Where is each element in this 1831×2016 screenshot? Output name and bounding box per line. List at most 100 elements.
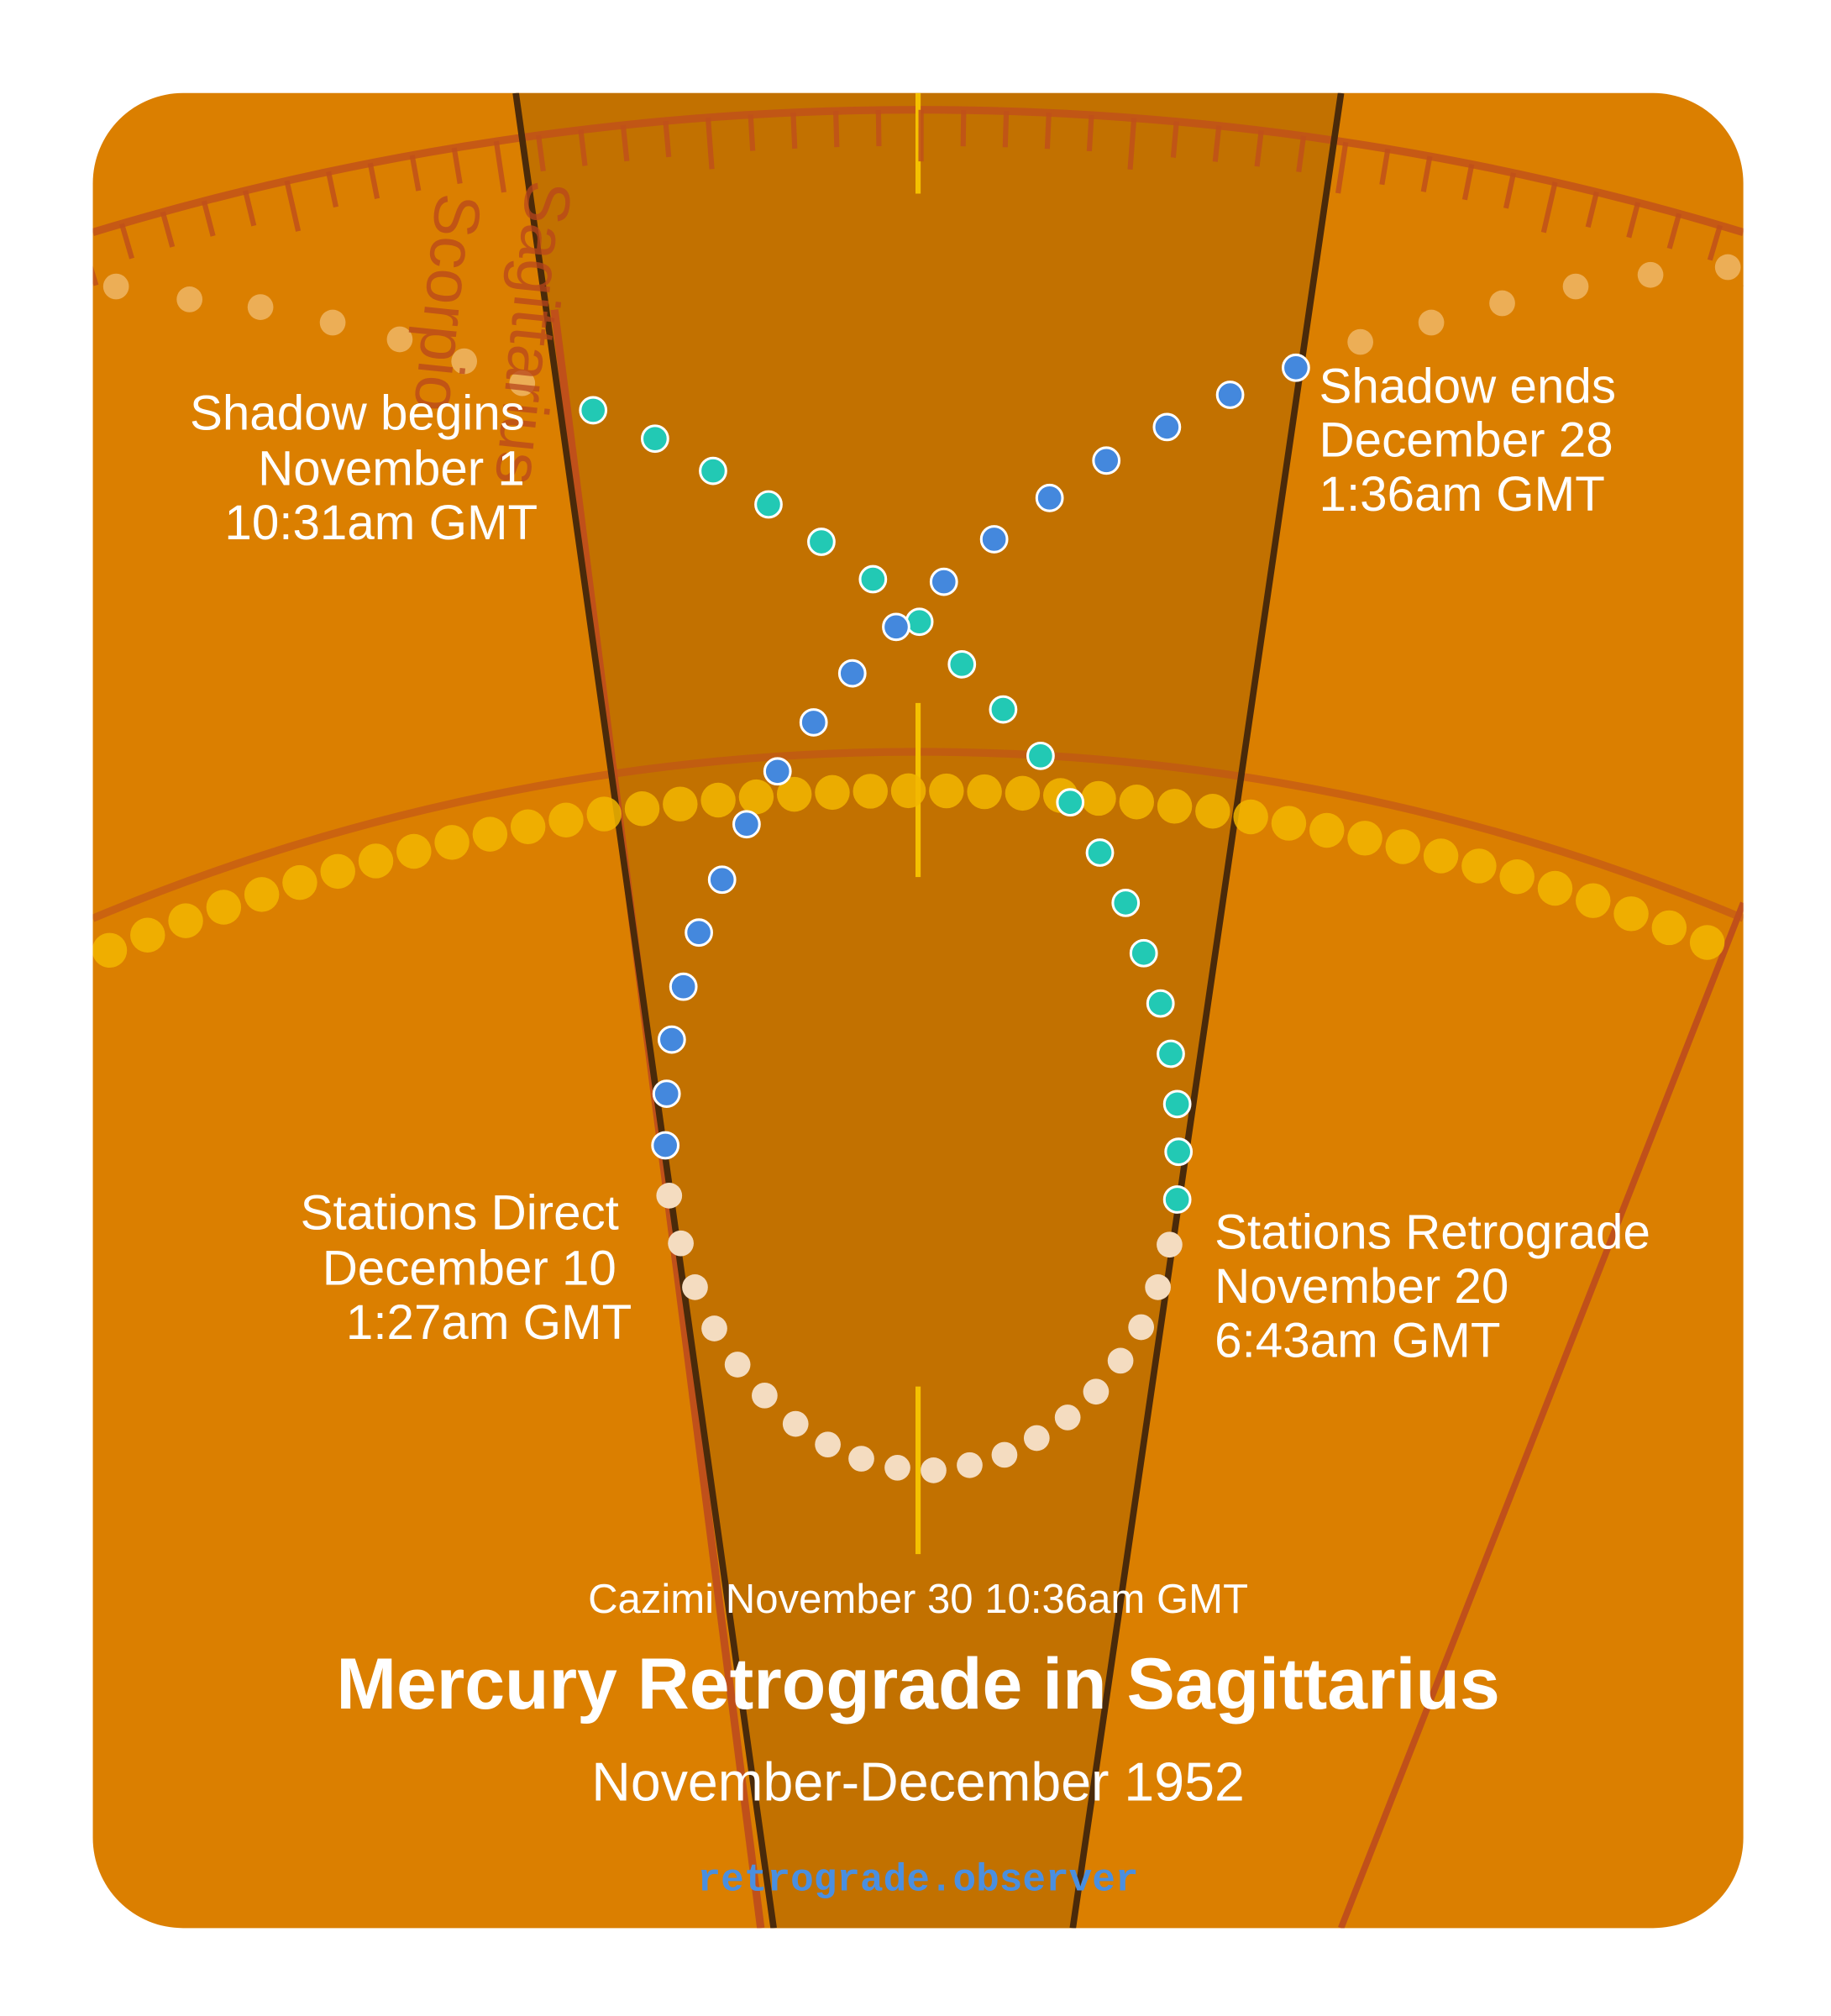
- mercury-position: [724, 1352, 751, 1378]
- horizon-dot: [1461, 848, 1497, 884]
- subtitle: November-December 1952: [591, 1752, 1245, 1813]
- annotation-line: 1:36am GMT: [1319, 467, 1605, 522]
- horizon-dot: [1195, 793, 1230, 829]
- ring-tick: [536, 134, 546, 172]
- ring-tick: [1420, 155, 1433, 192]
- ring-tick: [92, 235, 99, 286]
- annotation-line: Stations Direct: [301, 1185, 619, 1240]
- mercury-position: [1054, 1404, 1081, 1431]
- sun-path-dot: [386, 326, 413, 353]
- mercury-position: [682, 1274, 708, 1300]
- mercury-position: [1026, 741, 1055, 770]
- title: Mercury Retrograde in Sagittarius: [336, 1644, 1499, 1725]
- ring-tick: [620, 124, 630, 162]
- band-edge: [512, 92, 777, 1929]
- horizon-dot: [1651, 910, 1687, 946]
- sun-path-dot: [1347, 328, 1373, 355]
- horizon-dot: [1576, 883, 1611, 918]
- mercury-position: [641, 424, 669, 454]
- ring-tick: [578, 129, 588, 166]
- ring-tick: [663, 120, 672, 158]
- horizon-dot: [206, 890, 242, 925]
- sign-band: [516, 92, 1341, 1929]
- mercury-position: [929, 567, 958, 596]
- mercury-position: [1083, 1378, 1110, 1405]
- ring-tick: [1540, 181, 1558, 234]
- mercury-position: [668, 1230, 694, 1257]
- ring-tick: [284, 180, 302, 232]
- ring-tick: [705, 117, 715, 170]
- horizon-dot: [1271, 806, 1307, 841]
- horizon-dot: [1309, 812, 1345, 848]
- ring-tick: [1335, 141, 1349, 194]
- annotation-line: 1:27am GMT: [346, 1295, 632, 1350]
- ring-tick: [1707, 224, 1723, 261]
- horizon-dot: [396, 833, 432, 869]
- mercury-position: [1215, 381, 1245, 409]
- annotation-line: December 28: [1319, 413, 1613, 468]
- horizon-dot: [1005, 775, 1041, 811]
- horizon-dot: [700, 782, 736, 818]
- mercury-position: [579, 396, 608, 425]
- mercury-position: [1023, 1425, 1050, 1452]
- horizon-dot: [1689, 925, 1725, 960]
- mercury-position: [699, 456, 727, 486]
- mercury-position: [669, 972, 698, 1001]
- horizon-dot: [548, 802, 584, 837]
- ring-tick: [326, 171, 338, 208]
- ring-tick: [409, 155, 422, 192]
- ring-tick: [1585, 191, 1599, 228]
- ring-tick: [1127, 118, 1137, 170]
- sun-path-dot: [176, 286, 203, 312]
- ring-tick: [790, 112, 798, 150]
- annotation-line: 6:43am GMT: [1215, 1313, 1500, 1368]
- horizon-dot: [853, 774, 888, 809]
- mercury-position: [752, 1382, 778, 1409]
- mercury-position: [651, 1131, 680, 1160]
- mercury-position: [1128, 1314, 1155, 1341]
- horizon-dot: [1119, 784, 1155, 820]
- ring-tick: [367, 162, 380, 199]
- horizon-dot: [1499, 859, 1535, 895]
- ring-tick: [1002, 111, 1010, 148]
- mercury-position: [882, 612, 910, 642]
- ring-tick: [493, 140, 506, 193]
- sign-boundary: [1338, 901, 1744, 1929]
- mercury-position: [685, 918, 713, 948]
- ring-tick: [1666, 213, 1682, 249]
- horizon-dot: [1157, 789, 1193, 824]
- horizon-dot: [1537, 870, 1573, 906]
- ring-tick: [1626, 202, 1641, 239]
- ring-tick: [451, 147, 463, 185]
- mercury-position: [858, 564, 888, 594]
- mercury-position: [732, 810, 761, 839]
- ring-tick: [1743, 237, 1744, 288]
- mercury-position: [1162, 1089, 1192, 1119]
- cazimi-note: Cazimi November 30 10:36am GMT: [588, 1577, 1248, 1622]
- mercury-position: [1162, 1185, 1192, 1214]
- mercury-position: [799, 708, 828, 737]
- ring-tick: [1170, 121, 1179, 158]
- annotation-line: November 20: [1215, 1259, 1508, 1314]
- sun-path-dot: [1489, 290, 1515, 317]
- mercury-position: [782, 1410, 809, 1437]
- mercury-position: [1152, 412, 1182, 442]
- mercury-position: [979, 525, 1009, 554]
- horizon-dot: [1233, 799, 1268, 835]
- horizon-dot: [130, 917, 165, 953]
- horizon-dot: [1613, 896, 1649, 932]
- horizon-dot: [168, 903, 203, 938]
- mercury-position: [754, 490, 783, 519]
- mercury-position: [905, 607, 934, 637]
- ring-tick: [1379, 148, 1391, 186]
- mercury-position: [701, 1315, 727, 1341]
- horizon-dot: [1347, 821, 1382, 856]
- sun-path-dot: [102, 273, 129, 300]
- mercury-position: [947, 649, 977, 679]
- annotation-line: November 1: [258, 442, 525, 496]
- mercury-position: [991, 1441, 1018, 1468]
- ring-tick: [1503, 172, 1517, 209]
- mercury-position: [763, 757, 792, 786]
- mercury-position: [1085, 838, 1115, 867]
- mercury-position: [656, 1183, 683, 1209]
